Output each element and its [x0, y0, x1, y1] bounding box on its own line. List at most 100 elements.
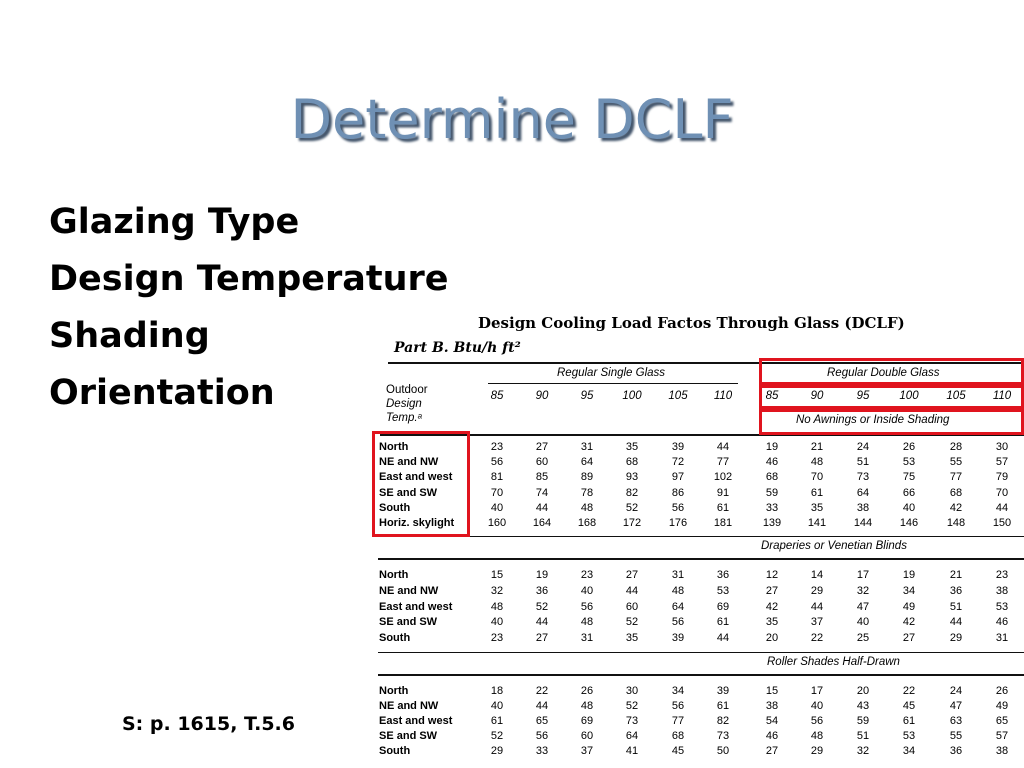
table-cell: 53 — [902, 456, 916, 469]
bullet-design-temperature: Design Temperature — [49, 259, 449, 299]
table-cell: 26 — [902, 441, 916, 453]
row-label: SE and SW — [379, 486, 438, 499]
table-cell: 29 — [490, 745, 504, 757]
section-title-1: Draperies or Venetian Blinds — [761, 540, 907, 552]
table-cell: 43 — [856, 700, 870, 712]
table-cell: 60 — [625, 600, 639, 613]
table-part-label: Part B. Btu/h ft² — [394, 340, 521, 356]
table-cell: 35 — [765, 616, 779, 629]
outdoor-header-1: Outdoor — [386, 384, 428, 396]
table-cell: 17 — [856, 569, 870, 581]
table-cell: 172 — [622, 517, 642, 529]
table-cell: 23 — [490, 441, 504, 453]
slide-title: Determine DCLF — [290, 88, 734, 151]
table-cell: 77 — [949, 471, 963, 484]
table-cell: 26 — [580, 685, 594, 697]
table-cell: 176 — [668, 517, 688, 529]
table-cell: 27 — [902, 632, 916, 645]
table-cell: 72 — [671, 456, 685, 469]
row-label: Horiz. skylight — [379, 517, 455, 529]
outdoor-header-2: Design — [386, 398, 422, 410]
table-cell: 48 — [580, 700, 594, 712]
row-label: SE and SW — [379, 730, 438, 742]
row-label: East and west — [379, 471, 453, 484]
table-cell: 49 — [902, 600, 916, 613]
table-cell: 29 — [810, 584, 824, 597]
table-cell: 48 — [490, 600, 504, 613]
section-divider-2 — [378, 652, 1024, 653]
table-cell: 35 — [625, 441, 639, 453]
table-cell: 44 — [535, 501, 549, 514]
table-cell: 144 — [853, 517, 873, 529]
table-cell: 33 — [765, 501, 779, 514]
highlight-double-glass — [759, 358, 1024, 385]
table-cell: 26 — [995, 685, 1009, 697]
bullet-list: Glazing Type Design Temperature Shading … — [49, 194, 449, 422]
temp-col-9: 100 — [899, 390, 919, 402]
temp-col-10: 105 — [946, 390, 966, 402]
table-cell: 41 — [625, 745, 639, 757]
table-cell: 21 — [810, 441, 824, 453]
table-cell: 48 — [580, 501, 594, 514]
table-cell: 47 — [949, 700, 963, 712]
table-cell: 74 — [535, 486, 549, 499]
table-cell: 39 — [671, 441, 685, 453]
row-label: SE and SW — [379, 616, 438, 629]
row-label: South — [379, 501, 411, 514]
table-cell: 52 — [625, 700, 639, 712]
table-cell: 51 — [856, 730, 870, 742]
table-cell: 38 — [995, 584, 1009, 597]
table-cell: 91 — [716, 486, 730, 499]
temp-col-11: 110 — [992, 390, 1012, 402]
table-cell: 27 — [535, 632, 549, 645]
table-cell: 31 — [580, 441, 594, 453]
table-cell: 48 — [810, 730, 824, 742]
row-label: NE and NW — [379, 456, 439, 469]
table-cell: 27 — [625, 569, 639, 581]
group-single-glass: Regular Single Glass — [557, 367, 666, 379]
table-cell: 40 — [810, 700, 824, 712]
table-cell: 21 — [949, 569, 963, 581]
table-cell: 73 — [856, 471, 870, 484]
table-cell: 86 — [671, 486, 685, 499]
table-cell: 59 — [856, 715, 870, 727]
table-cell: 23 — [995, 569, 1009, 581]
table-cell: 45 — [902, 700, 916, 712]
table-cell: 18 — [490, 685, 504, 697]
temp-col-6: 85 — [765, 390, 779, 402]
table-cell: 44 — [949, 616, 963, 629]
table-cell: 46 — [765, 456, 779, 469]
highlight-shading — [759, 409, 1024, 435]
table-cell: 28 — [949, 441, 963, 453]
table-cell: 168 — [577, 517, 597, 529]
table-cell: 64 — [625, 730, 639, 742]
table-cell: 68 — [625, 456, 639, 469]
table-top-rule — [388, 362, 1024, 364]
table-cell: 19 — [765, 441, 779, 453]
highlight-temperature — [759, 385, 1024, 409]
section-rule-1 — [378, 558, 1024, 560]
table-cell: 46 — [765, 730, 779, 742]
single-group-rule — [488, 383, 738, 384]
table-cell: 73 — [625, 715, 639, 727]
table-cell: 59 — [765, 486, 779, 499]
table-cell: 29 — [810, 745, 824, 757]
section-title-0: No Awnings or Inside Shading — [796, 414, 950, 426]
table-cell: 60 — [535, 456, 549, 469]
source-citation: S: p. 1615, T.5.6 — [122, 713, 295, 735]
table-cell: 52 — [490, 730, 504, 742]
table-cell: 40 — [490, 501, 504, 514]
temp-col-1: 90 — [535, 390, 549, 402]
table-cell: 31 — [995, 632, 1009, 645]
row-label: East and west — [379, 600, 453, 613]
bullet-orientation: Orientation — [49, 373, 275, 413]
table-cell: 70 — [810, 471, 824, 484]
table-cell: 46 — [995, 616, 1009, 629]
table-cell: 57 — [995, 456, 1009, 469]
table-cell: 34 — [902, 584, 916, 597]
table-cell: 42 — [765, 600, 779, 613]
row-label: South — [379, 632, 411, 645]
table-cell: 70 — [490, 486, 504, 499]
row-label: NE and NW — [379, 700, 439, 712]
table-cell: 56 — [671, 616, 685, 629]
